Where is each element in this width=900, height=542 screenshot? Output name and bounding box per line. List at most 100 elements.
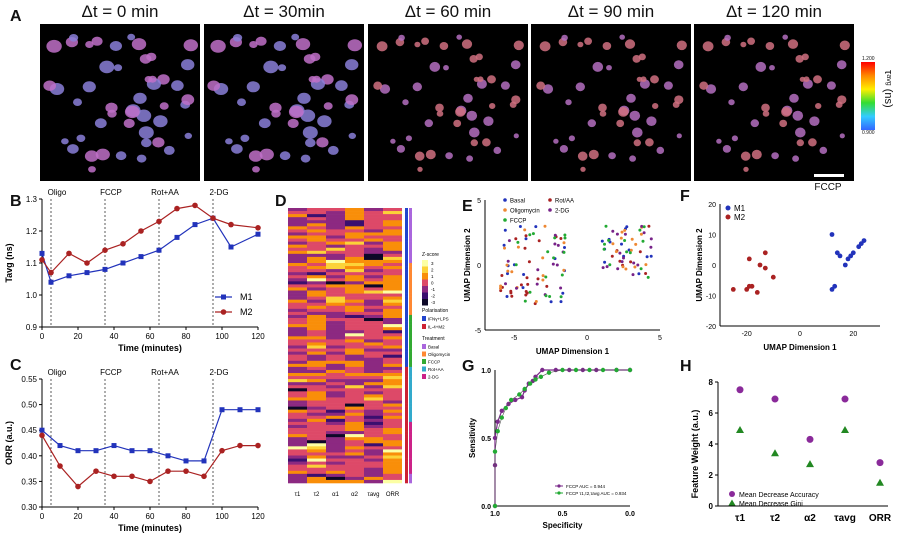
legend-marker: [557, 484, 561, 488]
heatmap-cell: [307, 223, 326, 227]
heatmap-cell: [326, 266, 345, 270]
polarization-bar: [405, 385, 408, 389]
heatmap-cell: [345, 214, 364, 218]
heatmap-cell: [383, 272, 402, 276]
heatmap-cell: [345, 247, 364, 252]
polarization-bar: [405, 333, 408, 337]
cell: [210, 39, 226, 53]
heatmap-cell: [345, 421, 364, 426]
treatment-bar: [409, 379, 412, 383]
heatmap-cell: [326, 409, 345, 414]
cell: [787, 39, 799, 49]
y-tick-label: 0: [712, 263, 716, 270]
data-point: [531, 232, 535, 236]
polarization-bar: [405, 409, 408, 414]
data-point: [541, 278, 545, 282]
zscore-tick: -3: [431, 300, 435, 305]
heatmap-cell: [345, 308, 364, 313]
heatmap-cell: [383, 446, 402, 450]
cell: [633, 139, 641, 147]
heatmap-cell: [326, 278, 345, 282]
polarization-bar: [405, 458, 408, 462]
polarization-bar: [405, 376, 408, 380]
treatment-bar: [409, 382, 412, 386]
data-point: [534, 300, 538, 303]
heatmap-cell: [345, 467, 364, 472]
heatmap-cell: [288, 281, 307, 285]
heatmap-cell: [307, 256, 326, 261]
data-point: [563, 246, 566, 249]
heatmap-cell: [288, 351, 307, 355]
heatmap-column-label: α1: [332, 492, 339, 498]
legend-label: 2-DG: [555, 209, 570, 215]
cell: [602, 42, 612, 50]
data-point: [623, 232, 627, 236]
heatmap-cell: [383, 376, 402, 380]
heatmap-cell: [307, 369, 326, 374]
heatmap-cell: [288, 269, 307, 273]
cell: [676, 40, 687, 51]
heatmap-cell: [345, 296, 364, 300]
event-label: 2-DG: [209, 188, 228, 197]
data-point: [147, 448, 153, 454]
heatmap-cell: [326, 342, 345, 346]
polarization-bar: [405, 406, 408, 410]
heatmap-cell: [383, 299, 402, 304]
heatmap-cell: [383, 351, 402, 355]
heatmap-cell: [288, 296, 307, 300]
polarization-bar: [405, 357, 408, 362]
heatmap-cell: [383, 208, 402, 212]
treatment-bar: [409, 443, 412, 447]
polarization-bar: [405, 473, 408, 478]
treatment-bar: [409, 256, 412, 261]
data-point: [129, 473, 135, 480]
heatmap-cell: [326, 324, 345, 328]
heatmap-cell: [326, 354, 345, 359]
data-point: [138, 254, 144, 260]
heatmap-cell: [307, 385, 326, 389]
heatmap-cell: [288, 366, 307, 371]
cell: [839, 133, 845, 139]
cell: [153, 115, 168, 128]
treatment-bar: [409, 220, 412, 224]
cell: [82, 81, 96, 93]
treatment-bar: [409, 376, 412, 380]
cell: [536, 81, 546, 90]
cell: [152, 137, 165, 148]
heatmap-column-label: τ1: [295, 492, 301, 498]
heatmap-cell: [307, 476, 326, 481]
heatmap-cell: [345, 299, 364, 304]
heatmap-cell: [364, 244, 383, 249]
heatmap-cell: [364, 220, 383, 224]
data-point: [746, 256, 752, 262]
heatmap-cell: [288, 428, 307, 432]
heatmap-cell: [288, 391, 307, 395]
heatmap-cell: [307, 467, 326, 472]
heatmap-cell: [288, 290, 307, 294]
heatmap-cell: [364, 256, 383, 261]
y-tick-label: 6: [709, 409, 714, 418]
heatmap-cell: [326, 464, 345, 469]
y-tick-label: 0: [477, 263, 481, 270]
data-point: [519, 395, 525, 400]
heatmap-cell: [383, 369, 402, 374]
data-point: [630, 237, 634, 241]
data-point: [629, 260, 633, 264]
heatmap-cell: [326, 470, 345, 475]
chart-c-orr: 0.30 0.35 0.40 0.45 0.50 0.55 0 20 40 60 80 100 120 T…: [4, 368, 265, 533]
treatment-bar: [409, 421, 412, 426]
heatmap-cell: [364, 318, 383, 322]
heatmap-cell: [326, 299, 345, 304]
heatmap-cell: [364, 259, 383, 264]
cell: [171, 80, 184, 91]
heatmap-cell: [288, 440, 307, 444]
heatmap-cell: [307, 330, 326, 334]
data-point: [57, 443, 63, 449]
heatmap-cell: [326, 217, 345, 221]
data-point: [192, 202, 198, 209]
treatment-bar: [409, 330, 412, 334]
cell: [652, 103, 659, 109]
cell: [539, 41, 551, 52]
heatmap-cell: [364, 406, 383, 410]
data-point: [93, 468, 99, 474]
